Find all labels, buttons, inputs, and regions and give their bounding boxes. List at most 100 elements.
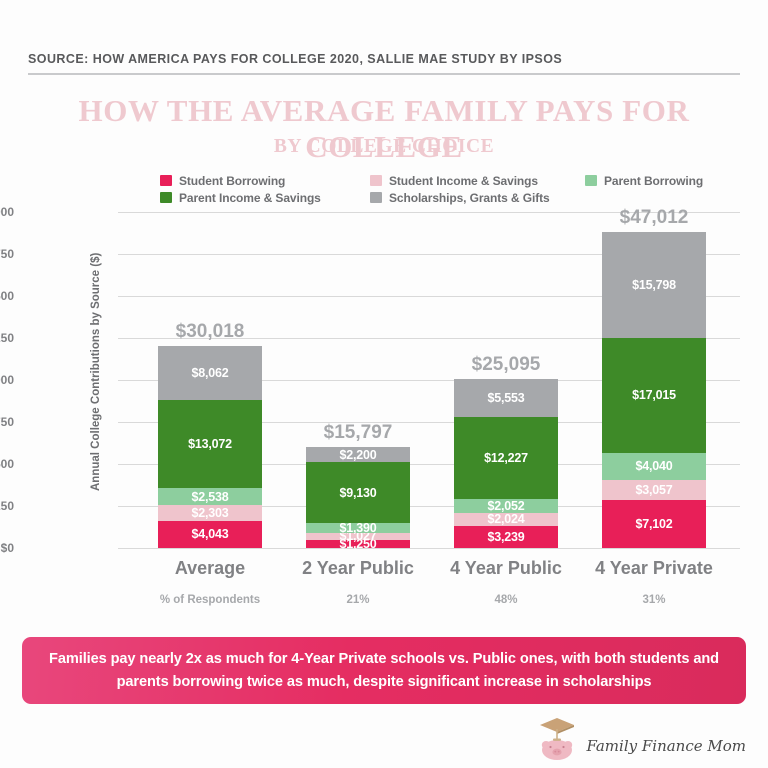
legend-label: Parent Borrowing xyxy=(604,173,704,188)
bar-segment[interactable]: $1,250 xyxy=(306,536,410,551)
bar-segment[interactable]: $15,798 xyxy=(602,232,706,339)
bar-segment[interactable]: $5,553 xyxy=(454,379,558,417)
brand-logo: Family Finance Mom xyxy=(534,716,746,760)
bar-segment[interactable]: $12,227 xyxy=(454,416,558,499)
gridline xyxy=(118,464,740,465)
legend-item: Scholarships, Grants & Gifts xyxy=(370,191,585,205)
y-axis-tick-label: $6,250 xyxy=(0,499,14,513)
legend-label: Scholarships, Grants & Gifts xyxy=(389,190,550,205)
x-axis-category-label: 4 Year Public xyxy=(450,558,562,578)
legend-label: Student Income & Savings xyxy=(389,173,538,188)
bar-segment[interactable]: $9,130 xyxy=(306,462,410,524)
bar-segment-value-label: $2,538 xyxy=(191,489,229,504)
bar-segment[interactable]: $8,062 xyxy=(158,346,262,401)
bar-total-label: $30,018 xyxy=(175,321,245,343)
bar-segment-value-label: $2,303 xyxy=(191,506,229,521)
gridline xyxy=(118,296,740,297)
bar-segment-value-label: $17,015 xyxy=(632,388,676,403)
bar-segment-value-label: $8,062 xyxy=(191,366,229,381)
bar-segment[interactable]: $2,200 xyxy=(306,447,410,463)
y-axis-tick-label: $12,500 xyxy=(0,457,14,471)
bar-segment[interactable]: $4,040 xyxy=(602,452,706,480)
bar-segment[interactable]: $3,057 xyxy=(602,479,706,501)
bar-segment-value-label: $1,250 xyxy=(339,536,377,551)
bar-segment[interactable]: $1,390 xyxy=(306,521,410,536)
gridline xyxy=(118,548,740,549)
bar-total-label: $15,797 xyxy=(323,422,393,444)
bar-segment[interactable]: $2,052 xyxy=(454,499,558,513)
legend-swatch-icon xyxy=(160,192,172,203)
y-axis-tick-label: $31,250 xyxy=(0,331,14,345)
insight-banner: Families pay nearly 2x as much for 4-Yea… xyxy=(22,637,746,704)
piggy-bank-graduation-cap-icon xyxy=(540,718,575,760)
source-text: SOURCE: HOW AMERICA PAYS FOR COLLEGE 202… xyxy=(28,52,563,66)
stacked-bar[interactable]: $4,043 $2,303 $2,538 $13,072 $8,062 $30,018 xyxy=(158,321,262,548)
legend-swatch-icon xyxy=(585,175,597,186)
y-axis-tick-label: $43,750 xyxy=(0,247,14,261)
source-divider xyxy=(28,73,740,75)
bar-segment-value-label: $7,102 xyxy=(635,517,673,532)
bar-segment[interactable]: $3,239 xyxy=(454,526,558,548)
bar-segment[interactable]: $17,015 xyxy=(602,338,706,453)
bar-segment[interactable]: $7,102 xyxy=(602,500,706,548)
y-axis-tick-label: $0 xyxy=(0,541,14,555)
chart-plot-area: $0 $6,250 $12,500 $18,750 $25,000 $31,250 $37,… xyxy=(0,205,740,555)
bar-segment-value-label: $12,227 xyxy=(484,450,528,465)
bar-segment-value-label: $4,040 xyxy=(635,459,673,474)
stacked-bar[interactable]: $1,250 $1,027 $1,390 $9,130 $2,200 $15,797 xyxy=(306,422,410,551)
gridline xyxy=(118,254,740,255)
x-axis-respondent-pct: 21% xyxy=(346,594,370,606)
x-axis-category-label: 2 Year Public xyxy=(302,558,414,578)
page-subtitle: BY COLLEGE CHOICE xyxy=(273,136,495,157)
legend-item: Student Borrowing xyxy=(160,174,370,188)
x-axis-respondent-pct: 31% xyxy=(642,594,666,606)
insight-banner-text: Families pay nearly 2x as much for 4-Yea… xyxy=(49,650,719,690)
bar-total-label: $47,012 xyxy=(619,207,689,229)
bar-segment[interactable]: $13,072 xyxy=(158,400,262,489)
bar-segment[interactable]: $4,043 xyxy=(158,520,262,548)
x-axis-category-label: 4 Year Private xyxy=(595,558,713,578)
stacked-bar[interactable]: $3,239 $2,024 $2,052 $12,227 $5,553 $25,095 xyxy=(454,354,558,548)
gridline xyxy=(118,380,740,381)
y-axis-title: Annual College Contributions by Source (… xyxy=(90,252,102,491)
bar-segment-value-label: $13,072 xyxy=(188,437,232,452)
gridline xyxy=(118,422,740,423)
legend-label: Parent Income & Savings xyxy=(179,190,321,205)
y-axis-tick-label: $25,000 xyxy=(0,373,14,387)
chart-legend: Student Borrowing Student Income & Saving… xyxy=(160,172,730,206)
bar-segment-value-label: $2,200 xyxy=(339,447,377,462)
bar-segment-value-label: $3,239 xyxy=(487,530,525,545)
legend-swatch-icon xyxy=(370,192,382,203)
y-axis-tick-label: $50,000 xyxy=(0,205,14,219)
y-axis-tick-label: $37,500 xyxy=(0,289,14,303)
legend-label: Student Borrowing xyxy=(179,173,286,188)
x-axis-respondent-pct: % of Respondents xyxy=(159,594,261,606)
bar-segment-value-label: $9,130 xyxy=(339,485,377,500)
bar-segment-value-label: $5,553 xyxy=(487,391,525,406)
bar-total-label: $25,095 xyxy=(471,354,541,376)
bar-segment-value-label: $4,043 xyxy=(191,527,229,542)
gridline xyxy=(118,212,740,213)
bar-segment-value-label: $3,057 xyxy=(635,483,673,498)
bar-segment[interactable]: $2,303 xyxy=(158,505,262,521)
bar-segment-value-label: $2,052 xyxy=(487,498,525,513)
gridline xyxy=(118,506,740,507)
source-header: SOURCE: HOW AMERICA PAYS FOR COLLEGE 202… xyxy=(28,52,740,75)
bar-segment-value-label: $2,024 xyxy=(487,512,525,527)
bar-segment-value-label: $15,798 xyxy=(632,278,676,293)
x-axis-category-label: Average xyxy=(174,558,246,578)
bar-segment-value-label: $1,390 xyxy=(339,521,377,536)
bar-segment[interactable]: $2,024 xyxy=(454,512,558,527)
x-axis-respondent-pct: 48% xyxy=(494,594,518,606)
legend-item: Parent Income & Savings xyxy=(160,191,370,205)
brand-name: Family Finance Mom xyxy=(586,737,746,755)
y-axis-tick-label: $18,750 xyxy=(0,415,14,429)
legend-item: Student Income & Savings xyxy=(370,174,585,188)
bar-segment[interactable]: $2,538 xyxy=(158,488,262,506)
page-title: HOW THE AVERAGE FAMILY PAYS FOR COLLEGE xyxy=(78,93,690,164)
gridline xyxy=(118,338,740,339)
stacked-bar[interactable]: $7,102 $3,057 $4,040 $17,015 $15,798 $47,012 xyxy=(602,207,706,548)
legend-swatch-icon xyxy=(370,175,382,186)
legend-swatch-icon xyxy=(160,175,172,186)
